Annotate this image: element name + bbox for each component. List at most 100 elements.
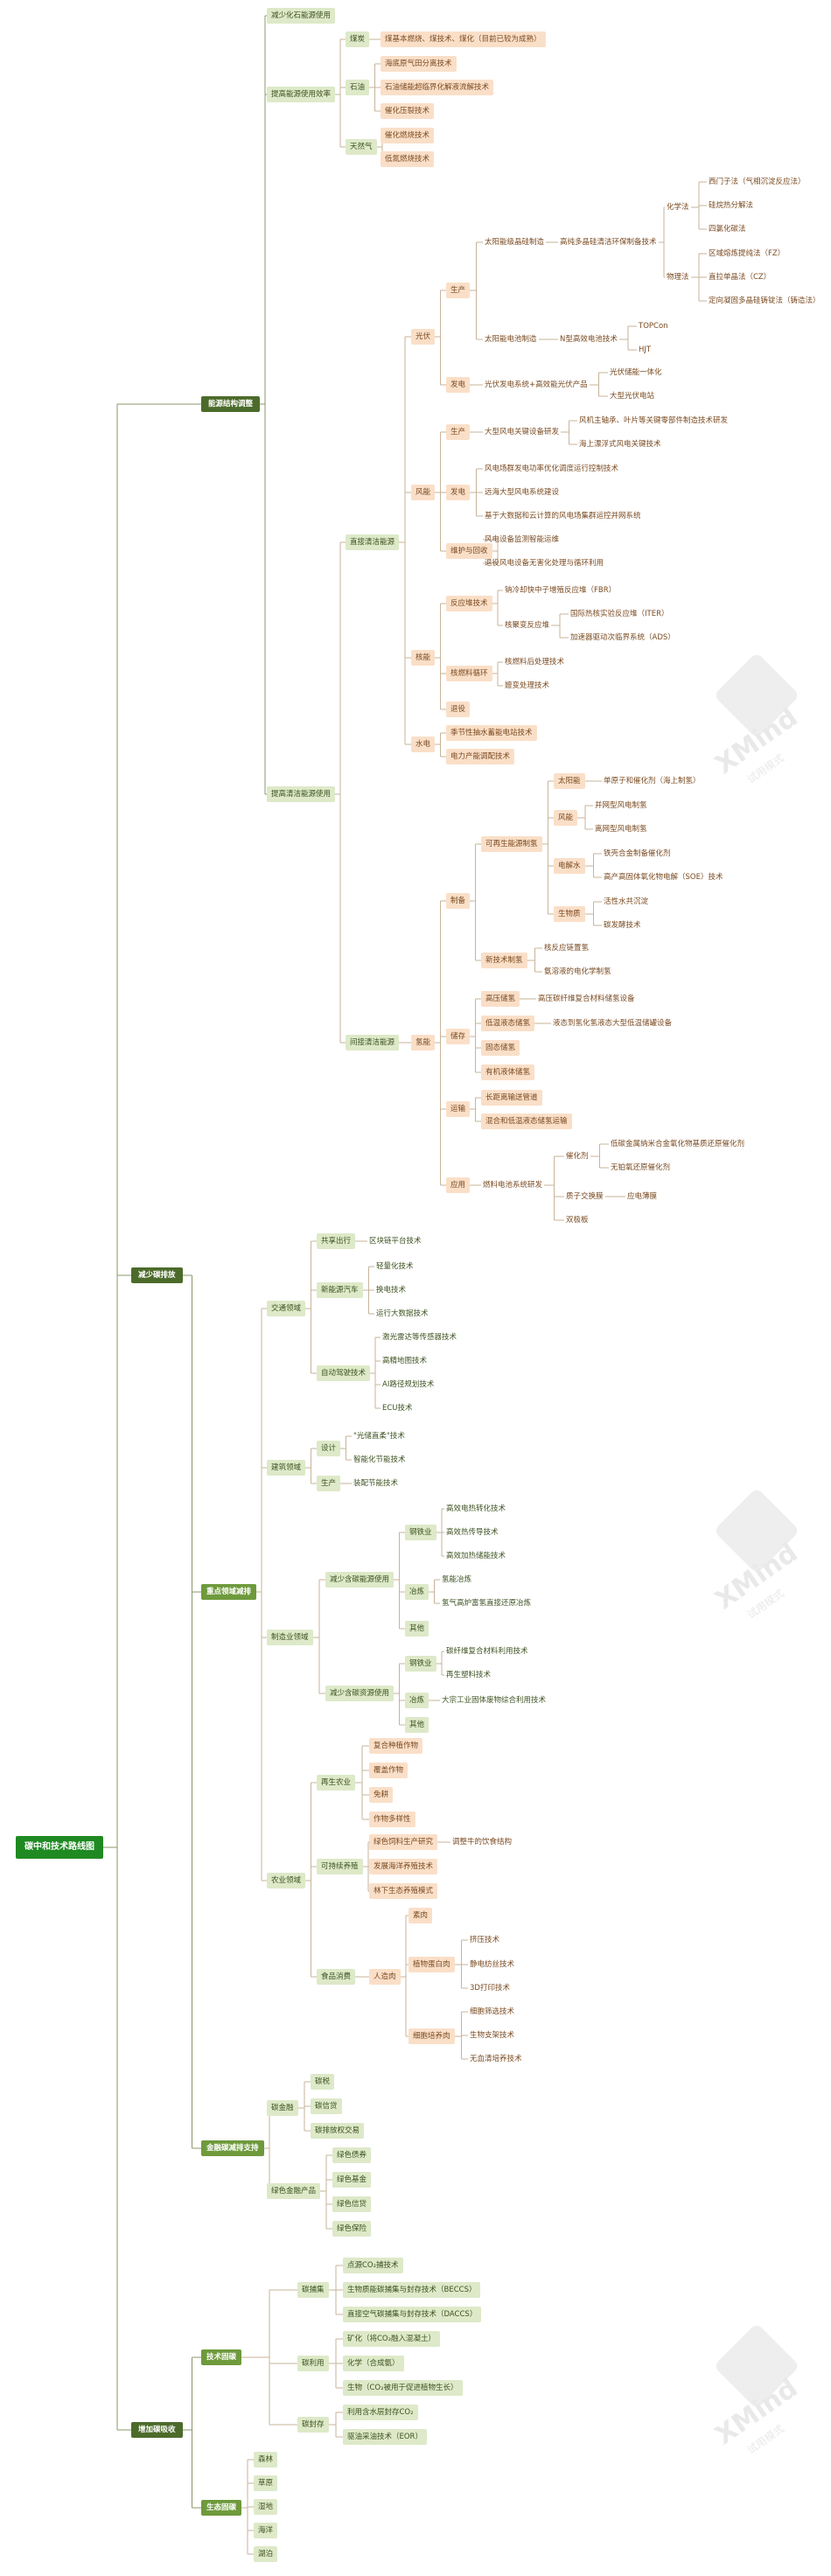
topic-b2b4[interactable]: 绿色保险 [332,2221,372,2237]
topic-a2c[interactable]: 天然气 [346,139,377,155]
topic-bdb1[interactable]: 装配节能技术 [353,1479,399,1488]
topic-mfb2[interactable]: 冶炼 [405,1693,429,1708]
topic-nua2[interactable]: 核聚变反应堆 [505,621,550,630]
topic-c1a1[interactable]: 点源CO₂捕技术 [343,2258,403,2273]
topic-a[interactable]: 能源结构调整 [201,396,261,412]
topic-wd[interactable]: 风能 [411,485,436,500]
topic-h2f1c[interactable]: 双极板 [566,1216,589,1225]
topic-mfa1c[interactable]: 高效加热储能技术 [446,1552,506,1560]
topic-aga2[interactable]: 覆盖作物 [369,1763,409,1778]
topic-c1c[interactable]: 碳封存 [297,2417,329,2433]
topic-c2[interactable]: 生态固碳 [201,2500,242,2516]
topic-h2s[interactable]: 太阳能 [554,773,585,789]
topic-c2e[interactable]: 湖泊 [254,2546,278,2562]
topic-agc1c1[interactable]: 细胞筛选技术 [470,2007,515,2016]
topic-h2s1[interactable]: 单原子和催化剂（海上制氢） [604,777,701,785]
topic-h2a2a[interactable]: 核反应链置氢 [544,944,590,953]
topic-h2a2b[interactable]: 氨溶液的电化学制氢 [544,967,611,976]
topic-nua2a[interactable]: 国际热核实验反应堆（ITER） [570,610,669,618]
topic-pvx[interactable]: 化学法 [667,203,689,212]
topic-pva2a[interactable]: N型高效电池技术 [560,335,618,344]
topic-h2d[interactable]: 运输 [446,1101,471,1117]
topic-agc[interactable]: 食品消费 [317,1969,356,1985]
topic-b2b2[interactable]: 绿色基金 [332,2172,372,2188]
topic-b2b1[interactable]: 绿色债券 [332,2147,372,2163]
topic-b2b3[interactable]: 绿色信贷 [332,2196,372,2212]
topic-a2b1[interactable]: 海底原气田分离技术 [381,56,457,72]
topic-h2b1[interactable]: 活性水共沉淀 [604,897,649,906]
topic-b2a2[interactable]: 碳信贷 [311,2098,342,2114]
topic-pvy3[interactable]: 定向凝固多晶硅铸锭法（铸造法） [709,297,821,305]
topic-mfb3[interactable]: 其他 [405,1717,429,1733]
topic-tb2[interactable]: 换电技术 [376,1286,407,1295]
topic-a3[interactable]: 提高清洁能源使用 [267,786,336,802]
topic-tb[interactable]: 新能源汽车 [317,1282,363,1298]
topic-agc1c2[interactable]: 生物支架技术 [470,2031,515,2040]
topic-t[interactable]: 交通领域 [267,1301,306,1316]
topic-h2e[interactable]: 电解水 [554,858,585,874]
topic-h2w[interactable]: 风能 [554,810,578,826]
topic-agb1[interactable]: 绿色饲料生产研究 [369,1834,438,1850]
topic-agb3[interactable]: 林下生态养殖模式 [369,1883,438,1899]
topic-h2c1[interactable]: 高压储氢 [481,991,520,1007]
topic-b2b[interactable]: 绿色金融产品 [267,2183,321,2199]
topic-c1a3[interactable]: 直接空气碳捕集与封存技术（DACCS） [343,2307,482,2322]
topic-pva[interactable]: 生产 [446,283,471,298]
topic-h2e2[interactable]: 高产高固体氧化物电解（SOE）技术 [604,873,723,882]
topic-agc1b1[interactable]: 挤压技术 [470,1936,500,1944]
topic-ta1[interactable]: 区块链平台技术 [369,1237,422,1246]
topic-b2a3[interactable]: 碳排放权交易 [311,2123,365,2139]
topic-h2c4[interactable]: 有机液体储氢 [481,1065,535,1080]
topic-h2d2[interactable]: 混合和低温液态储氢运输 [481,1113,572,1129]
topic-a2a[interactable]: 煤炭 [346,31,370,47]
topic-c1a[interactable]: 碳捕集 [297,2282,329,2298]
topic-a3a[interactable]: 直接清洁能源 [346,534,400,550]
topic-bda2[interactable]: 智能化节能技术 [353,1456,406,1464]
topic-agb1a[interactable]: 调整牛的饮食结构 [452,1838,513,1846]
topic-pva1a[interactable]: 高纯多晶硅清洁环保制备技术 [560,238,657,247]
topic-aga3[interactable]: 免耕 [369,1787,394,1803]
topic-h2f1a2[interactable]: 无铂氧还原催化剂 [611,1163,671,1172]
topic-c1b2[interactable]: 化学（合成氨） [343,2356,404,2371]
topic-nub2[interactable]: 嬗变处理技术 [505,681,550,690]
topic-nu[interactable]: 核能 [411,650,436,666]
topic-nua1[interactable]: 钠冷却快中子增殖反应堆（FBR） [505,586,617,595]
topic-wdc[interactable]: 维护与回收 [446,543,492,559]
topic-b[interactable]: 减少碳排放 [131,1267,183,1283]
topic-mfb1b[interactable]: 再生塑料技术 [446,1671,492,1679]
topic-h2a1[interactable]: 可再生能源制氢 [481,836,542,852]
topic-bda1[interactable]: "光储直柔"技术 [353,1432,405,1441]
topic-a1[interactable]: 减少化石能源使用 [267,8,336,24]
topic-pva1[interactable]: 太阳能级晶硅制造 [485,238,545,247]
topic-pvx2[interactable]: 硅烷热分解法 [709,201,754,210]
topic-h2c3[interactable]: 固态储氢 [481,1040,520,1056]
topic-bda[interactable]: 设计 [317,1441,341,1456]
topic-c2d[interactable]: 海洋 [254,2523,278,2538]
topic-pvy[interactable]: 物理法 [667,273,689,282]
topic-c2b[interactable]: 草原 [254,2475,278,2491]
topic-mfb1[interactable]: 钢铁业 [405,1656,436,1672]
topic-wdb3[interactable]: 基于大数据和云计算的风电场集群运控并网系统 [485,512,641,520]
topic-c1b[interactable]: 碳利用 [297,2356,329,2371]
topic-c1a2[interactable]: 生物质能碳捕集与封存技术（BECCS） [343,2282,481,2298]
topic-h2f1a[interactable]: 催化剂 [566,1152,589,1161]
topic-b2a[interactable]: 碳金融 [267,2100,298,2116]
topic-h2b[interactable]: 生物质 [554,906,585,922]
topic-h2f1b[interactable]: 质子交换膜 [566,1192,604,1201]
topic-pvx1[interactable]: 西门子法（气相沉淀反应法） [709,178,806,186]
topic-agb[interactable]: 可持续养殖 [317,1859,363,1874]
topic-mfa3[interactable]: 其他 [405,1621,429,1637]
topic-pvy2[interactable]: 直拉单晶法（CZ） [709,273,772,282]
topic-pvb[interactable]: 发电 [446,377,471,393]
topic-pvy1[interactable]: 区域熔炼提纯法（FZ） [709,249,786,258]
topic-hy2[interactable]: 电力产能调配技术 [446,749,515,764]
topic-tc4[interactable]: ECU技术 [382,1404,413,1413]
topic-c[interactable]: 增加碳吸收 [131,2422,183,2438]
topic-a2b[interactable]: 石油 [346,80,370,95]
topic-tc2[interactable]: 高精地图技术 [382,1357,428,1365]
topic-agc1a[interactable]: 素肉 [409,1908,433,1923]
topic-tb1[interactable]: 轻量化技术 [376,1262,414,1271]
topic-root[interactable]: 碳中和技术路线图 [16,1836,103,1859]
topic-nub[interactable]: 核燃料循环 [446,666,492,681]
topic-a2a1[interactable]: 煤基本燃烧、煤技术、煤化（目前已较为成熟） [381,31,546,47]
